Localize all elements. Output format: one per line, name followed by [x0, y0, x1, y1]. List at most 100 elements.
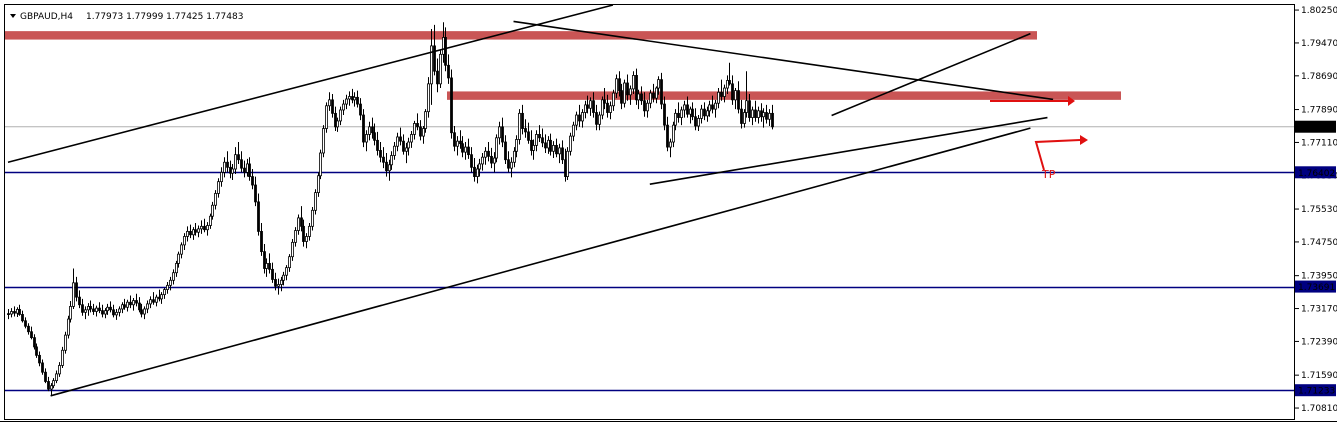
candle [163, 287, 166, 299]
candle [186, 226, 189, 242]
candle-body-bull [532, 144, 535, 151]
candle-body-bear [416, 123, 419, 128]
candle-body-bull [319, 152, 322, 177]
arrow-shaft [1034, 139, 1081, 171]
candle-body-bull [64, 334, 67, 351]
arrow-head [1080, 135, 1088, 145]
candle [498, 121, 501, 145]
candle-body-bull [223, 161, 226, 173]
candle [336, 117, 339, 132]
candle-body-bull [50, 385, 53, 390]
candle-body-bull [396, 136, 399, 147]
resistance-zone[interactable] [447, 91, 1121, 100]
candle-body-bear [189, 230, 192, 236]
candle [612, 89, 615, 111]
candle-body-bull [649, 92, 652, 104]
candle-body-bear [470, 154, 473, 168]
candle [481, 152, 484, 171]
candle [353, 92, 356, 107]
candle-body-bear [527, 131, 530, 141]
candle [456, 136, 459, 156]
candle-body-bull [126, 301, 129, 308]
candle [467, 138, 470, 159]
candle [720, 79, 723, 101]
candle-body-bull [231, 168, 234, 174]
candle [362, 109, 365, 148]
candle [416, 113, 419, 131]
candle [214, 190, 217, 210]
candle [623, 79, 626, 108]
candle-body-bull [149, 299, 152, 305]
candle [586, 95, 589, 114]
candle [595, 104, 598, 131]
candle-body-bull [339, 109, 342, 122]
trendline[interactable] [649, 116, 1048, 185]
candle [126, 299, 129, 312]
candle-body-bear [549, 139, 552, 152]
candle [637, 89, 640, 110]
candle-body-bull [146, 303, 149, 310]
candle [35, 343, 38, 358]
chart-header: GBPAUD,H4 1.77973 1.77999 1.77425 1.7748… [10, 12, 243, 22]
candle [407, 137, 410, 156]
dropdown-triangle-icon[interactable] [10, 14, 16, 18]
candle-body-bull [629, 88, 632, 96]
trendline[interactable] [7, 4, 614, 164]
candle [254, 176, 257, 207]
candle [61, 346, 64, 368]
candle [655, 86, 658, 104]
candle [433, 24, 436, 76]
candle [507, 151, 510, 173]
price-box [1295, 120, 1336, 133]
candle-body-bull [311, 209, 314, 227]
candle [78, 290, 81, 309]
price-tick-label: 1.72390 [1301, 337, 1337, 347]
resistance-zone[interactable] [5, 31, 1037, 40]
trendline[interactable] [50, 127, 1031, 397]
arrow-bent-icon[interactable] [1034, 135, 1088, 171]
candle [410, 131, 413, 148]
candle [447, 54, 450, 84]
arrow-right-icon[interactable] [990, 96, 1075, 106]
candle [493, 152, 496, 173]
price-box [1295, 166, 1336, 179]
candle-body-bull [67, 318, 70, 336]
candle [663, 96, 666, 131]
candle [223, 157, 226, 178]
trendline[interactable] [831, 32, 1031, 117]
candle [629, 85, 632, 105]
candle [657, 76, 660, 95]
trendline[interactable] [513, 20, 1054, 101]
price-box-label: 1.71233 [1298, 387, 1335, 397]
candle [402, 134, 405, 155]
candle [260, 222, 263, 256]
candle [765, 104, 768, 124]
candle [345, 94, 348, 110]
candle-body-bear [30, 331, 33, 339]
price-box-label: 1.76402 [1298, 169, 1335, 179]
candle-body-bear [419, 126, 422, 137]
candle [7, 308, 10, 320]
candle [487, 142, 490, 162]
candle-body-bull [186, 230, 189, 237]
candle [589, 97, 592, 116]
candle-body-bull [175, 263, 178, 274]
plot-area[interactable] [4, 4, 1295, 420]
candle [251, 168, 254, 190]
candle-body-bear [101, 310, 104, 315]
candle-body-bear [271, 268, 274, 280]
candle [714, 99, 717, 118]
candle-body-bull [637, 93, 640, 101]
candle [234, 147, 237, 175]
candle-body-bull [280, 279, 283, 285]
candle-body-bear [447, 64, 450, 79]
candle [118, 306, 121, 317]
price-tick-label: 1.73170 [1301, 305, 1337, 315]
candle [203, 218, 206, 233]
candle-body-bear [467, 146, 470, 156]
candle [69, 300, 72, 323]
candle [226, 151, 229, 173]
candle [672, 121, 675, 148]
candle-body-bear [35, 346, 38, 356]
